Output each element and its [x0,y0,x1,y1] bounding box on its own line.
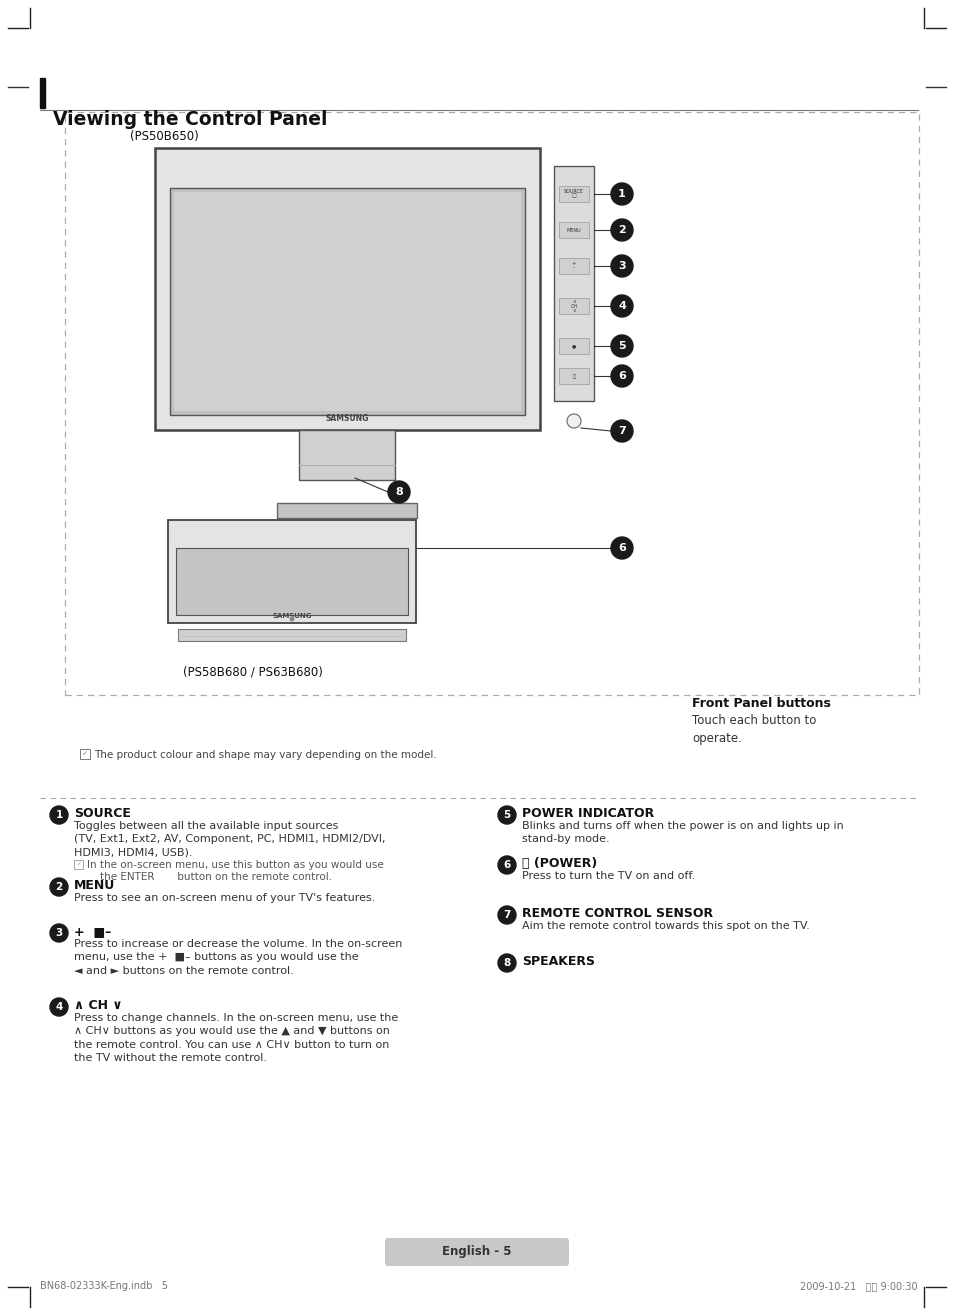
Text: Touch each button to
operate.: Touch each button to operate. [691,714,816,746]
Bar [558,185,588,203]
Text: SAMSUNG: SAMSUNG [326,414,369,423]
Text: 3: 3 [618,260,625,271]
Bar [175,548,408,615]
Circle shape [610,220,633,241]
Text: Press to increase or decrease the volume. In the on-screen
menu, use the +  ■– b: Press to increase or decrease the volume… [74,939,402,976]
Text: ●: ● [571,343,576,348]
Text: ∧ CH ∨: ∧ CH ∨ [74,999,122,1013]
Text: Blinks and turns off when the power is on and lights up in
stand-by mode.: Blinks and turns off when the power is o… [521,821,842,844]
Text: Viewing the Control Panel: Viewing the Control Panel [53,110,327,129]
FancyBboxPatch shape [385,1237,568,1266]
Text: +  ■–: + ■– [74,924,112,938]
Circle shape [610,419,633,442]
Bar [558,258,588,274]
Text: ∧
CH
∨: ∧ CH ∨ [570,299,577,313]
Text: Press to change channels. In the on-screen menu, use the
∧ CH∨ buttons as you wo: Press to change channels. In the on-scre… [74,1013,397,1063]
Text: 8: 8 [503,959,510,968]
Text: POWER INDICATOR: POWER INDICATOR [521,807,654,821]
Bar [40,78,45,108]
Text: Front Panel buttons: Front Panel buttons [691,697,830,710]
Circle shape [497,856,516,874]
Circle shape [566,414,580,427]
Circle shape [610,183,633,205]
Text: In the on-screen menu, use this button as you would use
    the ENTER       butt: In the on-screen menu, use this button a… [87,860,383,882]
Text: MENU: MENU [74,878,115,892]
Bar [558,299,588,314]
Text: ⏻ (POWER): ⏻ (POWER) [521,857,597,871]
Text: 4: 4 [618,301,625,312]
Text: BN68-02333K-Eng.indb   5: BN68-02333K-Eng.indb 5 [40,1281,168,1291]
Bar [558,368,588,384]
Text: 5: 5 [618,341,625,351]
Text: 1: 1 [618,189,625,199]
Text: ✓: ✓ [82,751,88,756]
Bar [65,112,918,696]
Text: 7: 7 [618,426,625,437]
Text: SPEAKERS: SPEAKERS [521,955,595,968]
Text: Press to turn the TV on and off.: Press to turn the TV on and off. [521,871,695,881]
Text: English - 5: English - 5 [442,1244,511,1257]
Circle shape [497,906,516,924]
Text: 6: 6 [503,860,510,871]
Text: 8: 8 [395,487,402,497]
Bar [168,519,416,623]
Bar [178,629,406,640]
Circle shape [497,806,516,825]
Text: Aim the remote control towards this spot on the TV.: Aim the remote control towards this spot… [521,920,809,931]
Circle shape [610,335,633,356]
Text: +
–: + – [572,262,576,271]
Text: ⏻: ⏻ [572,373,575,379]
Circle shape [50,924,68,942]
Text: MENU: MENU [566,227,580,233]
Circle shape [610,366,633,387]
Text: 2: 2 [618,225,625,235]
Bar [276,504,416,518]
Text: SOURCE: SOURCE [74,807,131,821]
Circle shape [50,878,68,896]
Text: 6: 6 [618,543,625,554]
Text: 2009-10-21   오전 9:00:30: 2009-10-21 오전 9:00:30 [800,1281,917,1291]
Bar [80,750,90,759]
Text: 5: 5 [503,810,510,821]
Circle shape [610,295,633,317]
Bar [154,149,539,430]
Text: 7: 7 [503,910,510,920]
Text: The product colour and shape may vary depending on the model.: The product colour and shape may vary de… [94,750,436,760]
Text: 3: 3 [55,928,63,938]
Bar [74,860,83,868]
Bar [558,338,588,354]
Text: 2: 2 [55,882,63,892]
Text: SOURCE
□: SOURCE □ [563,189,583,199]
Circle shape [50,998,68,1016]
Bar [558,222,588,238]
Circle shape [610,255,633,277]
Bar [173,192,520,412]
Text: ✓: ✓ [76,861,81,867]
Bar [554,166,594,401]
Circle shape [388,481,410,504]
Text: Press to see an on-screen menu of your TV's features.: Press to see an on-screen menu of your T… [74,893,375,903]
Text: (PS50B650): (PS50B650) [130,130,198,143]
Text: Toggles between all the available input sources
(TV, Ext1, Ext2, AV, Component, : Toggles between all the available input … [74,821,385,857]
Bar [170,188,524,416]
Text: 1: 1 [55,810,63,821]
Circle shape [50,806,68,825]
Circle shape [289,617,294,622]
Circle shape [497,953,516,972]
Text: SAMSUNG: SAMSUNG [272,613,312,619]
Text: 6: 6 [618,371,625,381]
Text: 4: 4 [55,1002,63,1013]
Circle shape [610,537,633,559]
Text: (PS58B680 / PS63B680): (PS58B680 / PS63B680) [183,665,322,679]
Bar [298,430,395,480]
Text: REMOTE CONTROL SENSOR: REMOTE CONTROL SENSOR [521,907,713,920]
